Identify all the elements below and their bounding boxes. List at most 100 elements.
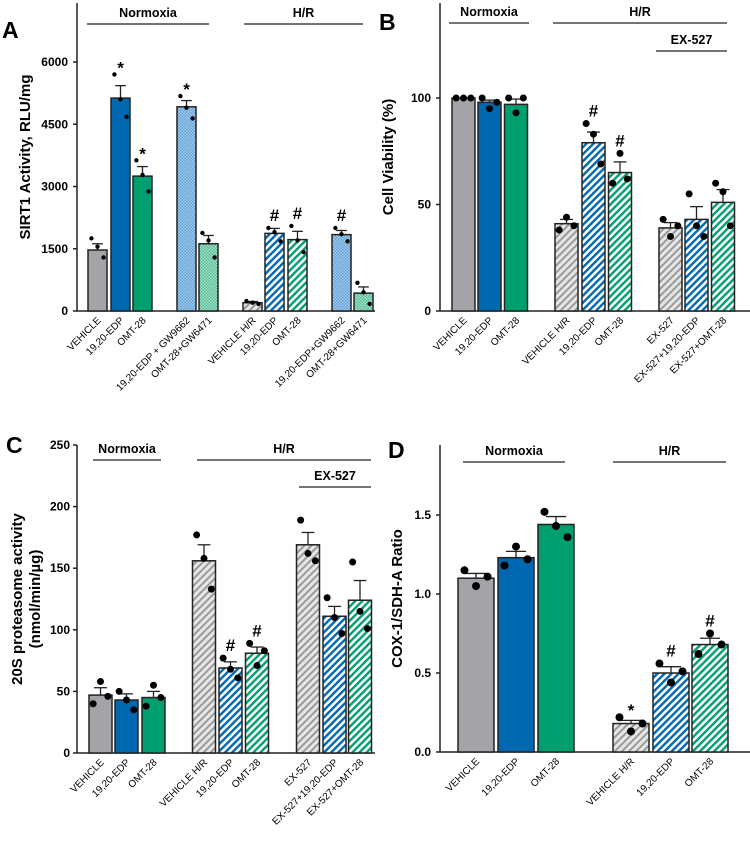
data-point [339, 232, 344, 237]
data-point [616, 149, 624, 157]
data-point [555, 226, 563, 234]
bar [295, 544, 321, 754]
significance-mark: * [139, 144, 146, 163]
significance-mark: * [628, 701, 635, 720]
data-point [200, 554, 208, 562]
data-point [101, 255, 106, 260]
y-tick-label: 0.0 [414, 745, 431, 759]
group-label: EX-527 [671, 33, 713, 47]
data-point [582, 120, 590, 128]
panel-d: D 0.0 0.5 1.0 1.5 COX-1/SDH-A Ratio Normoxia H/… [388, 437, 750, 809]
data-point [356, 607, 364, 615]
data-point [638, 719, 647, 728]
group-label: H/R [293, 6, 315, 20]
y-axis-label-units: (nmol/min/µg) [27, 550, 44, 649]
data-point [467, 94, 475, 102]
significance-mark: # [589, 102, 599, 121]
group-label: Normoxia [485, 444, 544, 458]
data-point [674, 222, 682, 230]
data-point [150, 681, 157, 689]
data-point [693, 222, 700, 230]
data-point [146, 189, 151, 194]
bar [710, 201, 736, 312]
data-point [519, 94, 527, 102]
data-point [678, 667, 687, 676]
data-point [667, 232, 674, 240]
bar [331, 233, 352, 312]
data-point [331, 613, 338, 621]
data-point [278, 239, 283, 244]
significance-mark: # [666, 642, 676, 661]
bar [451, 97, 476, 312]
data-point [726, 222, 734, 230]
data-point [367, 301, 372, 307]
y-tick-label: 100 [50, 623, 70, 637]
data-point [207, 585, 215, 593]
group-label: EX-527 [314, 469, 356, 483]
data-point [95, 244, 100, 249]
data-point [89, 700, 97, 708]
data-point [623, 175, 631, 183]
data-point [266, 225, 271, 231]
y-tick-label: 1.5 [414, 508, 431, 522]
data-point [719, 188, 727, 196]
bar [658, 227, 683, 312]
data-point [655, 659, 664, 668]
panel-a: A 0 1500 3000 4500 6000 SIRT1 Activity, RLU/mg… [2, 3, 375, 394]
y-tick-label: 200 [50, 500, 70, 514]
data-point [363, 625, 371, 633]
data-point [193, 531, 201, 539]
data-point [301, 249, 306, 255]
bar [457, 577, 495, 753]
data-point [512, 109, 520, 117]
data-point [694, 650, 703, 659]
y-tick-label: 0 [424, 304, 431, 318]
group-label: H/R [629, 5, 651, 19]
data-point [104, 692, 112, 700]
bar [607, 171, 633, 312]
data-point [115, 687, 123, 695]
group-label: Normoxia [119, 6, 178, 20]
panel-letter: A [2, 17, 19, 43]
data-point [500, 561, 509, 570]
panel-b: B 0 50 100 Cell Viability (%) Normoxia H/R EX-5… [379, 3, 750, 385]
data-point [486, 105, 493, 113]
x-tick-label: OMT-28 [593, 315, 627, 349]
data-point [685, 190, 693, 198]
data-point [246, 639, 254, 647]
data-point [460, 566, 469, 575]
data-point [333, 225, 338, 231]
significance-mark: # [705, 612, 715, 631]
data-point [178, 93, 183, 99]
data-point [338, 629, 346, 637]
x-tick-label: VEHICLE [444, 756, 482, 794]
x-tick-label: 19,20-EDP [480, 756, 523, 799]
data-point [452, 94, 460, 102]
data-point [134, 158, 139, 163]
significance-mark: # [270, 206, 280, 225]
significance-mark: # [337, 206, 347, 225]
data-point [540, 507, 549, 516]
data-point [355, 280, 360, 285]
bar [477, 101, 502, 312]
panel-c: C 0 50 100 150 200 250 20S proteasome activity(… [6, 432, 375, 827]
bar [503, 103, 529, 312]
data-point [512, 542, 520, 551]
data-point [361, 290, 366, 295]
data-point [124, 114, 129, 119]
data-point [157, 694, 165, 702]
data-point [478, 94, 486, 102]
data-point [615, 713, 624, 722]
y-axis-label: Cell Viability (%) [380, 99, 397, 215]
data-point [563, 213, 570, 221]
data-point [597, 160, 605, 168]
bar [264, 232, 285, 312]
y-tick-label: 150 [50, 561, 70, 575]
x-tick-label: 19,20-EDP [635, 756, 678, 799]
significance-mark: # [226, 636, 236, 655]
x-tick-label: VEHICLE H/R [585, 756, 637, 808]
y-tick-label: 0.5 [414, 666, 431, 680]
data-point [200, 230, 205, 236]
bar [554, 222, 579, 312]
